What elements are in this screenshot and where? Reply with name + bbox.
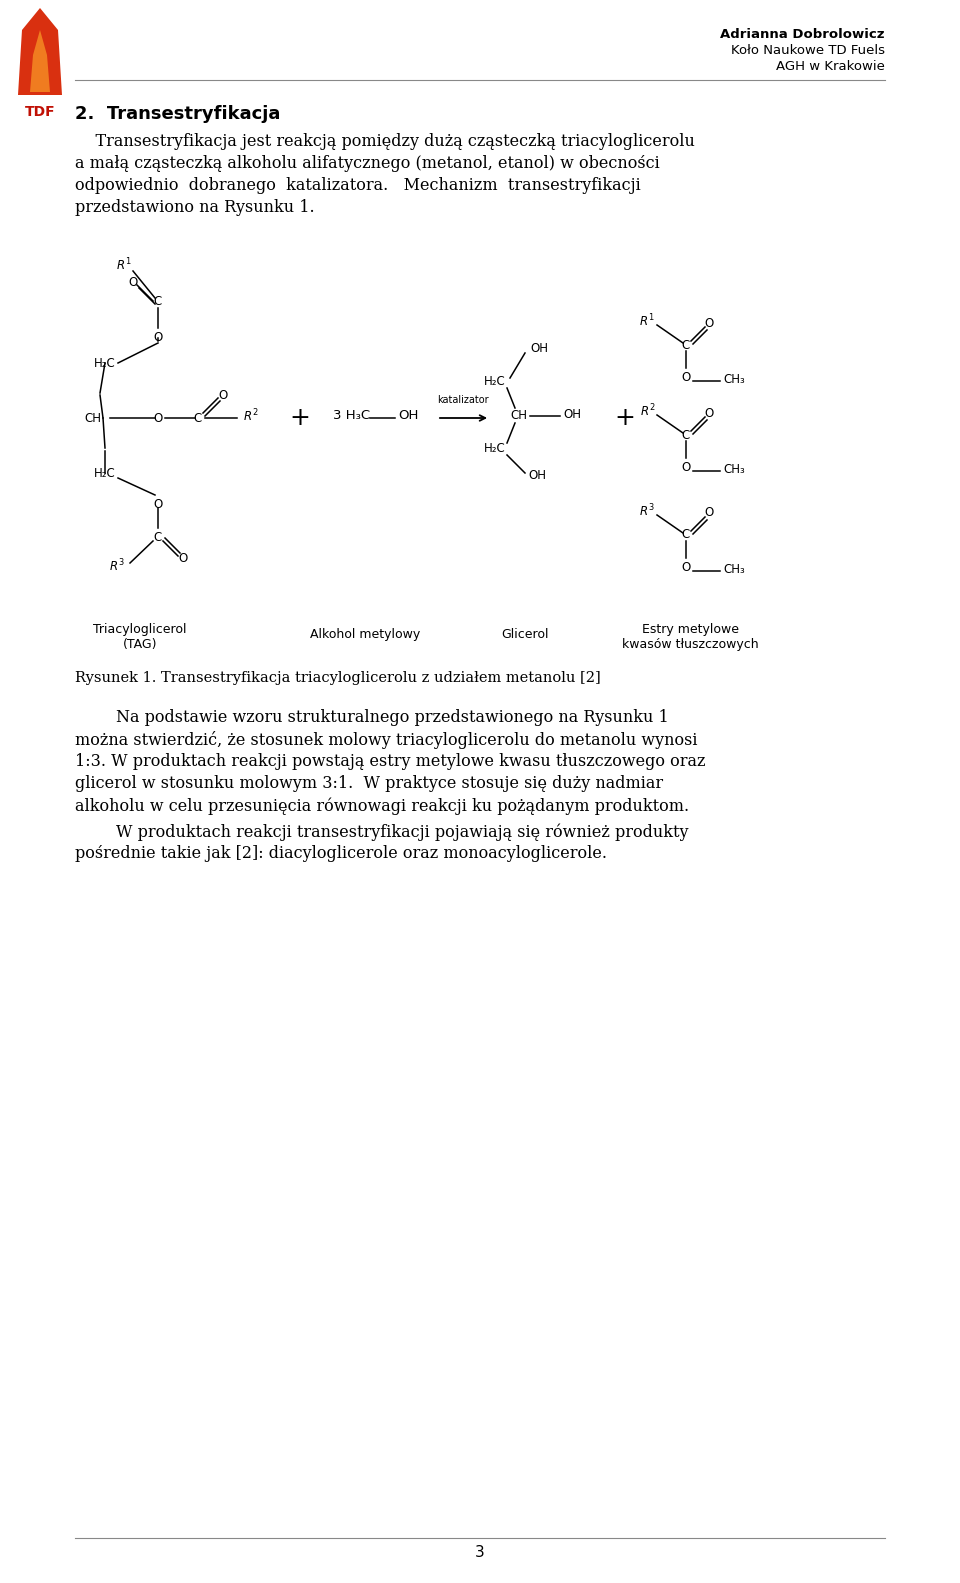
Text: W produktach reakcji transestryfikacji pojawiają się również produkty: W produktach reakcji transestryfikacji p… bbox=[75, 823, 688, 841]
Text: 2.  Transestryfikacja: 2. Transestryfikacja bbox=[75, 104, 280, 123]
Text: C: C bbox=[682, 529, 690, 541]
Text: (TAG): (TAG) bbox=[123, 638, 157, 651]
Text: C: C bbox=[682, 429, 690, 442]
Text: Rysunek 1. Transestryfikacja triacyloglicerolu z udziałem metanolu [2]: Rysunek 1. Transestryfikacja triacylogli… bbox=[75, 671, 601, 685]
Text: $R^3$: $R^3$ bbox=[109, 557, 125, 575]
Text: OH: OH bbox=[563, 407, 581, 421]
Text: 3: 3 bbox=[475, 1545, 485, 1559]
Text: C: C bbox=[154, 294, 162, 307]
Text: +: + bbox=[614, 405, 636, 431]
Text: pośrednie takie jak [2]: diacyloglicerole oraz monoacyloglicerole.: pośrednie takie jak [2]: diacyloglicerol… bbox=[75, 845, 607, 863]
Text: O: O bbox=[682, 370, 690, 385]
Text: 1:3. W produktach reakcji powstają estry metylowe kwasu tłuszczowego oraz: 1:3. W produktach reakcji powstają estry… bbox=[75, 754, 706, 769]
Text: O: O bbox=[154, 499, 162, 511]
Polygon shape bbox=[30, 30, 50, 92]
Text: Alkohol metylowy: Alkohol metylowy bbox=[310, 628, 420, 641]
Text: alkoholu w celu przesunięcia równowagi reakcji ku pożądanym produktom.: alkoholu w celu przesunięcia równowagi r… bbox=[75, 796, 689, 815]
Text: H₂C: H₂C bbox=[484, 442, 506, 454]
Text: $R^2$: $R^2$ bbox=[639, 402, 655, 419]
Text: CH: CH bbox=[84, 412, 102, 424]
Text: $R^1$: $R^1$ bbox=[116, 256, 132, 274]
Text: H₂C: H₂C bbox=[94, 356, 116, 369]
Text: OH: OH bbox=[398, 408, 419, 421]
Text: 3 H₃C: 3 H₃C bbox=[333, 408, 371, 421]
Text: $R^1$: $R^1$ bbox=[639, 313, 655, 329]
Text: C: C bbox=[194, 412, 203, 424]
Text: glicerol w stosunku molowym 3:1.  W praktyce stosuje się duży nadmiar: glicerol w stosunku molowym 3:1. W prakt… bbox=[75, 776, 663, 792]
Text: $R^2$: $R^2$ bbox=[243, 408, 258, 424]
Text: O: O bbox=[154, 331, 162, 344]
Text: O: O bbox=[218, 388, 228, 402]
Text: $R^3$: $R^3$ bbox=[639, 503, 655, 519]
Text: kwasów tłuszczowych: kwasów tłuszczowych bbox=[622, 638, 758, 651]
Text: CH₃: CH₃ bbox=[723, 562, 745, 576]
Text: C: C bbox=[154, 530, 162, 545]
Text: C: C bbox=[682, 339, 690, 351]
Text: AGH w Krakowie: AGH w Krakowie bbox=[776, 60, 885, 73]
Text: O: O bbox=[705, 507, 713, 519]
Text: katalizator: katalizator bbox=[437, 396, 489, 405]
Polygon shape bbox=[18, 8, 62, 95]
Text: O: O bbox=[705, 317, 713, 329]
Text: O: O bbox=[682, 560, 690, 575]
Text: H₂C: H₂C bbox=[484, 375, 506, 388]
Text: przedstawiono na Rysunku 1.: przedstawiono na Rysunku 1. bbox=[75, 199, 315, 215]
Text: CH: CH bbox=[510, 408, 527, 421]
Text: O: O bbox=[129, 275, 137, 288]
Text: Triacyloglicerol: Triacyloglicerol bbox=[93, 624, 187, 636]
Text: OH: OH bbox=[530, 342, 548, 355]
Text: O: O bbox=[179, 551, 187, 565]
Text: H₂C: H₂C bbox=[94, 467, 116, 480]
Text: można stwierdzić, że stosunek molowy triacyloglicerolu do metanolu wynosi: można stwierdzić, że stosunek molowy tri… bbox=[75, 731, 698, 749]
Text: CH₃: CH₃ bbox=[723, 372, 745, 386]
Text: CH₃: CH₃ bbox=[723, 462, 745, 475]
Text: Estry metylowe: Estry metylowe bbox=[641, 624, 738, 636]
Text: Transestryfikacja jest reakcją pomiędzy dużą cząsteczką triacyloglicerolu: Transestryfikacja jest reakcją pomiędzy … bbox=[75, 133, 695, 150]
Text: Koło Naukowe TD Fuels: Koło Naukowe TD Fuels bbox=[731, 44, 885, 57]
Text: +: + bbox=[290, 405, 310, 431]
Text: Na podstawie wzoru strukturalnego przedstawionego na Rysunku 1: Na podstawie wzoru strukturalnego przeds… bbox=[75, 709, 669, 727]
Text: O: O bbox=[154, 412, 162, 424]
Text: Adrianna Dobrolowicz: Adrianna Dobrolowicz bbox=[721, 28, 885, 41]
Text: TDF: TDF bbox=[25, 104, 56, 119]
Text: O: O bbox=[682, 461, 690, 473]
Text: O: O bbox=[705, 407, 713, 419]
Text: a małą cząsteczką alkoholu alifatycznego (metanol, etanol) w obecności: a małą cząsteczką alkoholu alifatycznego… bbox=[75, 155, 660, 173]
Text: Glicerol: Glicerol bbox=[501, 628, 549, 641]
Text: odpowiednio  dobranego  katalizatora.   Mechanizm  transestryfikacji: odpowiednio dobranego katalizatora. Mech… bbox=[75, 177, 640, 195]
Text: OH: OH bbox=[528, 469, 546, 481]
